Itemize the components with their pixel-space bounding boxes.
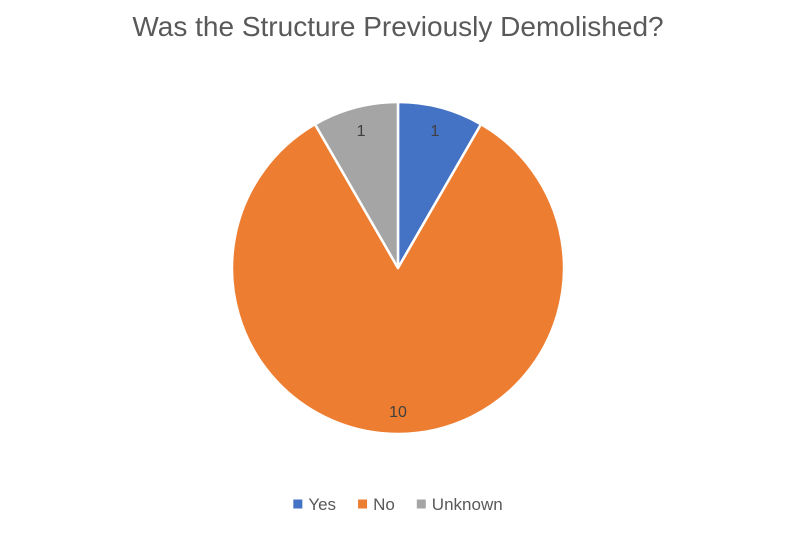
pie-data-labels: 1 10 1 [357,123,440,421]
legend: Yes No Unknown [293,495,503,514]
legend-label-unknown: Unknown [432,495,503,514]
legend-swatch-no [358,499,368,509]
legend-item-no: No [358,495,395,514]
legend-item-unknown: Unknown [416,495,503,514]
data-label-unknown: 1 [357,123,366,140]
pie-slice-yes [396,100,483,270]
legend-swatch-yes [293,499,303,509]
pie-slice-unknown [313,100,400,270]
legend-label-yes: Yes [308,495,336,514]
legend-swatch-unknown [416,499,426,509]
pie-slices [230,100,566,436]
data-label-no: 10 [389,404,407,421]
data-label-yes: 1 [430,123,439,140]
legend-item-yes: Yes [293,495,336,514]
pie-slice-no [230,122,566,436]
legend-label-no: No [373,495,395,514]
chart-title: Was the Structure Previously Demolished? [132,11,663,42]
